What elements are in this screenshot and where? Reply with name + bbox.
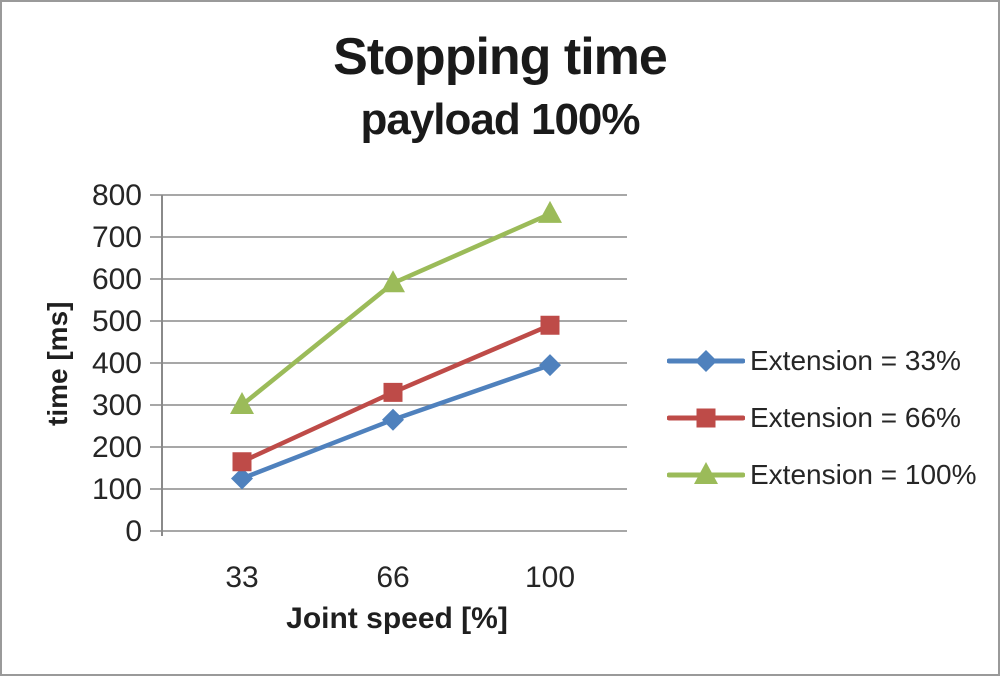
x-tick-label: 66	[376, 561, 409, 594]
chart-subtitle: payload 100%	[360, 95, 640, 144]
x-tick-label: 33	[225, 561, 258, 594]
y-tick-label: 0	[125, 515, 142, 548]
y-tick-label: 400	[92, 347, 142, 380]
y-tick-label: 500	[92, 305, 142, 338]
legend-item: Extension = 33%	[667, 332, 977, 389]
triangle-marker	[381, 270, 405, 293]
square-marker	[540, 315, 560, 335]
y-tick-label: 800	[92, 179, 142, 212]
diamond-marker	[382, 408, 404, 431]
square-marker	[232, 452, 252, 472]
legend-label: Extension = 33%	[750, 344, 961, 376]
square-marker	[383, 382, 403, 402]
series-line	[239, 211, 553, 408]
legend-label: Extension = 66%	[750, 401, 961, 433]
diamond-icon	[695, 349, 717, 372]
y-tick-label: 200	[92, 431, 142, 464]
square-icon	[696, 408, 716, 427]
legend-item: Extension = 100%	[667, 446, 977, 503]
legend-marker	[667, 349, 745, 372]
triangle-marker	[230, 392, 254, 414]
legend-label: Extension = 100%	[750, 458, 977, 490]
y-tick-label: 700	[92, 221, 142, 254]
legend-marker	[667, 461, 745, 484]
y-tick-label: 100	[92, 473, 142, 506]
legend: Extension = 33% Extension = 66% Extension …	[667, 332, 977, 503]
legend-marker	[667, 408, 745, 427]
triangle-marker	[538, 200, 562, 223]
x-axis-title: Joint speed [%]	[286, 602, 508, 635]
y-tick-label: 600	[92, 263, 142, 296]
diamond-marker	[231, 467, 253, 490]
triangle-icon	[694, 461, 718, 484]
diamond-marker	[539, 354, 561, 377]
x-tick-label: 100	[525, 561, 575, 594]
chart-title: Stopping time	[333, 28, 668, 86]
y-tick-label: 300	[92, 389, 142, 422]
legend-item: Extension = 66%	[667, 389, 977, 446]
